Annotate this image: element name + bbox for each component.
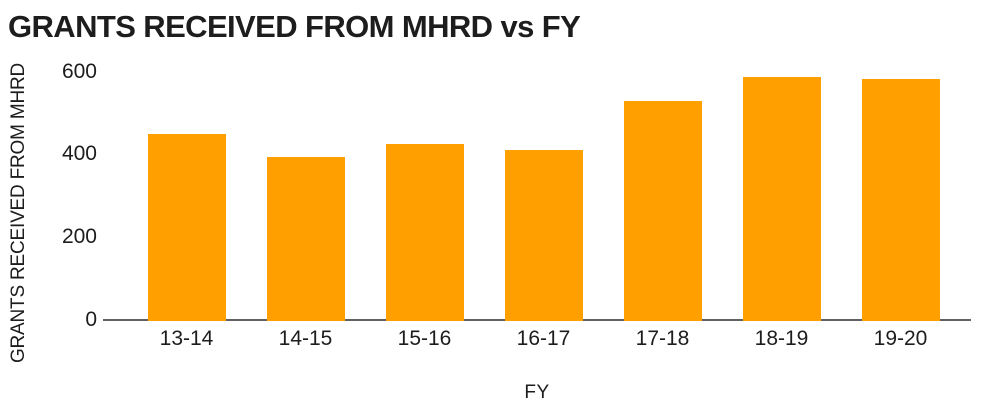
bar-16-17 xyxy=(504,149,583,321)
bar-15-16 xyxy=(385,144,464,321)
x-tick-label: 13-14 xyxy=(159,327,214,350)
y-tick-label: 0 xyxy=(85,307,97,331)
y-tick-label: 400 xyxy=(61,142,97,166)
x-tick-label: 18-19 xyxy=(754,327,809,350)
bar-18-19 xyxy=(742,77,821,321)
x-axis-title: FY xyxy=(524,382,550,403)
x-tick-label: 14-15 xyxy=(278,327,333,350)
x-tick-label: 19-20 xyxy=(873,327,928,350)
bar-17-18 xyxy=(623,100,702,321)
x-tick-label: 15-16 xyxy=(397,327,452,350)
y-tick-label: 600 xyxy=(61,59,97,83)
bar-14-15 xyxy=(266,156,345,321)
bar-19-20 xyxy=(861,78,940,321)
x-tick-label: 17-18 xyxy=(635,327,690,350)
y-tick-label: 200 xyxy=(61,224,97,248)
chart-title: GRANTS RECEIVED FROM MHRD vs FY xyxy=(8,9,581,44)
bar-13-14 xyxy=(147,133,226,321)
x-tick-label: 16-17 xyxy=(516,327,571,350)
